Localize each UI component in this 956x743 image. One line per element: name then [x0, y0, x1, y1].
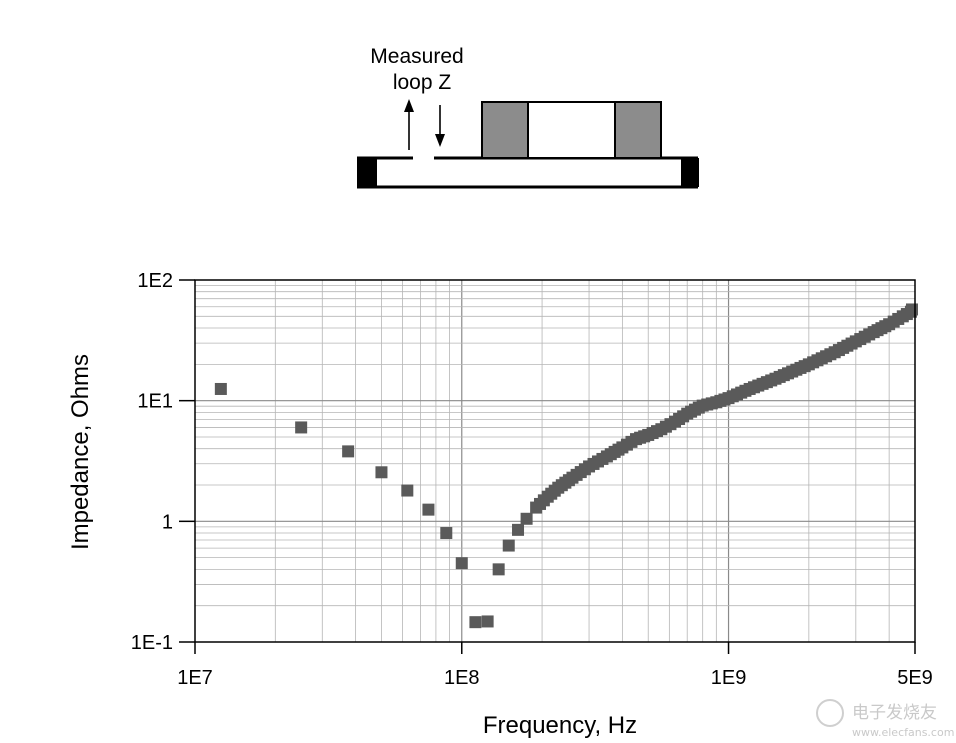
y-tick-label: 1E1 [137, 391, 173, 413]
loop-z-label: loop Z [393, 71, 452, 94]
data-point [440, 527, 453, 540]
data-point [214, 382, 227, 395]
loop-left-end [357, 158, 377, 187]
watermark-url: www.elecfans.com [852, 726, 954, 739]
data-point [469, 616, 482, 629]
data-point [455, 557, 468, 570]
data-point [342, 445, 355, 458]
data-point [401, 484, 414, 497]
x-tick-label: 5E9 [897, 667, 933, 689]
up-arrowhead-icon [404, 99, 414, 112]
ferrite-core-right [614, 101, 662, 159]
impedance-data-points [214, 382, 533, 629]
ferrite-core-left [481, 101, 529, 159]
tick-labels: 1E7 1E8 1E9 5E9 1E2 1E1 1 1E-1 [131, 270, 933, 689]
loop-diagram: Measured loop Z [357, 45, 699, 189]
data-point [295, 421, 308, 434]
tick-marks [179, 279, 916, 654]
loop-right-end [681, 158, 699, 187]
curve-marker [906, 303, 918, 316]
y-tick-label: 1 [162, 511, 173, 533]
data-point [422, 503, 435, 516]
data-point [481, 615, 494, 628]
watermark: 电子发烧友 www.elecfans.com [816, 699, 954, 739]
x-axis-title: Frequency, Hz [483, 712, 637, 739]
measured-label: Measured [370, 45, 463, 68]
data-point [520, 512, 533, 525]
impedance-curve-markers [530, 303, 918, 514]
data-point [502, 539, 515, 552]
y-tick-label: 1E-1 [131, 632, 173, 654]
x-tick-label: 1E8 [444, 667, 480, 689]
plot-grid [195, 280, 915, 642]
x-tick-label: 1E7 [177, 667, 213, 689]
y-tick-label: 1E2 [137, 270, 173, 292]
y-axis-title: Impedance, Ohms [67, 354, 94, 550]
down-arrowhead-icon [435, 134, 445, 147]
data-point [512, 523, 525, 536]
watermark-logo-icon [816, 699, 844, 727]
ferrite-core-window [527, 101, 616, 159]
data-point [492, 563, 505, 576]
x-tick-label: 1E9 [711, 667, 747, 689]
data-point [375, 466, 388, 479]
watermark-text: 电子发烧友 [852, 703, 937, 723]
plot-frame [194, 279, 916, 643]
